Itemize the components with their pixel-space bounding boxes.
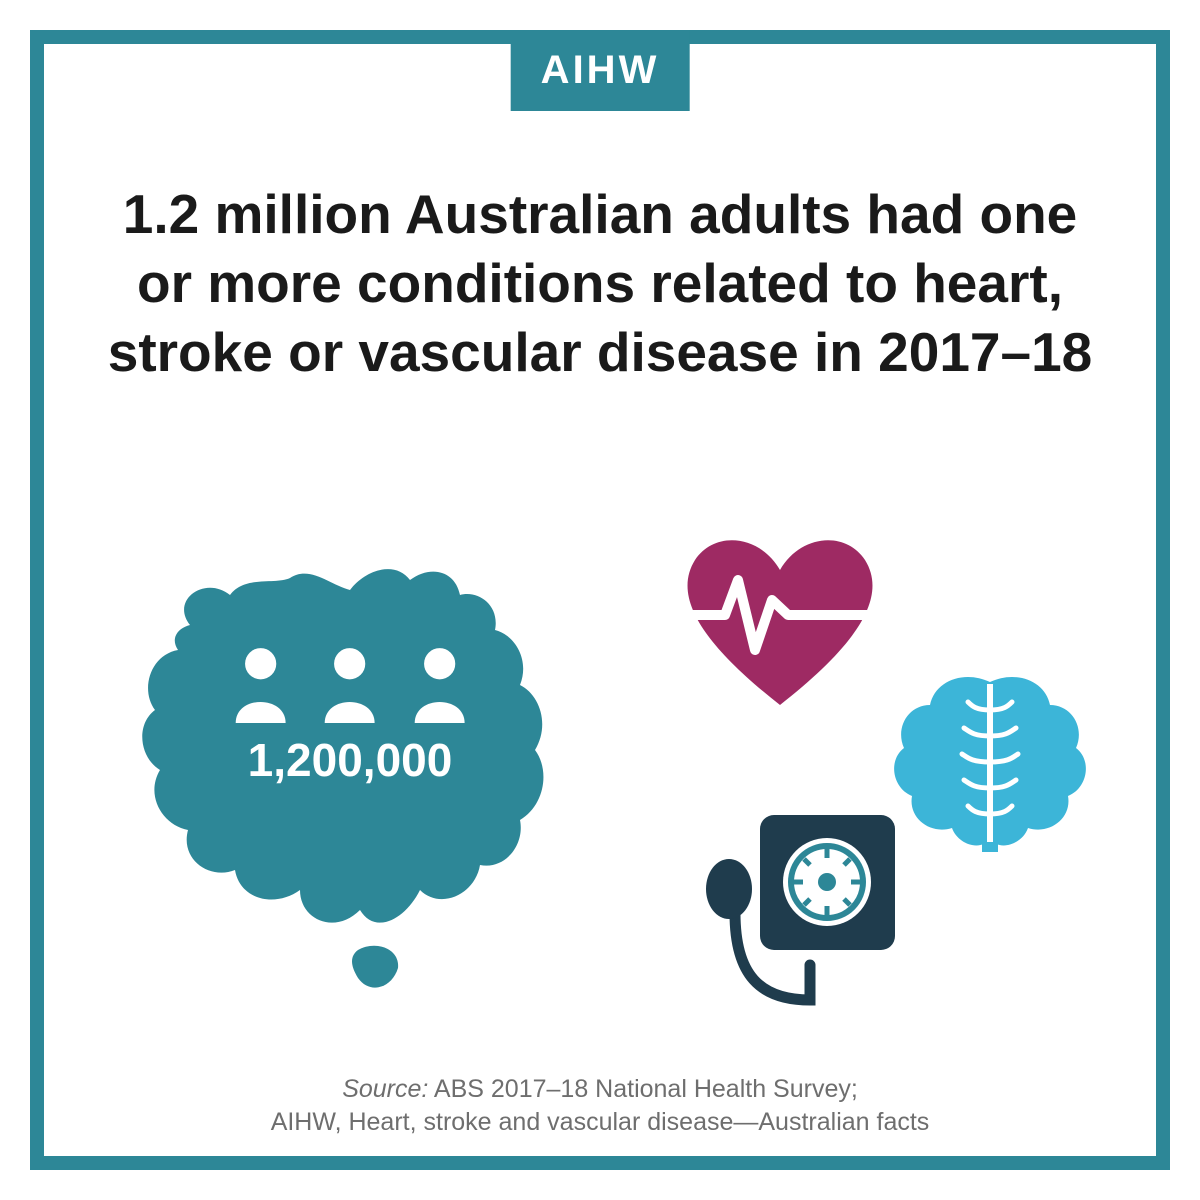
brain-icon: [890, 670, 1090, 860]
source-line2: AIHW, Heart, stroke and vascular disease…: [271, 1108, 930, 1136]
people-icon: [220, 645, 480, 723]
population-count: 1,200,000: [220, 733, 480, 787]
logo-text: AIHW: [541, 48, 660, 92]
australia-overlay: 1,200,000: [220, 645, 480, 787]
source-citation: Source: ABS 2017–18 National Health Surv…: [0, 1073, 1200, 1141]
logo-badge: AIHW: [511, 30, 690, 111]
australia-map: 1,200,000: [100, 540, 580, 1000]
headline-text: 1.2 million Australian adults had one or…: [100, 180, 1100, 386]
condition-icons: [650, 530, 1080, 1010]
person-icon: [220, 645, 301, 723]
blood-pressure-monitor-icon: [705, 805, 900, 1015]
person-icon: [399, 645, 480, 723]
source-label: Source:: [342, 1075, 428, 1103]
source-line1: ABS 2017–18 National Health Survey;: [428, 1075, 857, 1103]
heart-ecg-icon: [680, 530, 880, 710]
graphics-area: 1,200,000: [0, 530, 1200, 1050]
person-icon: [309, 645, 390, 723]
